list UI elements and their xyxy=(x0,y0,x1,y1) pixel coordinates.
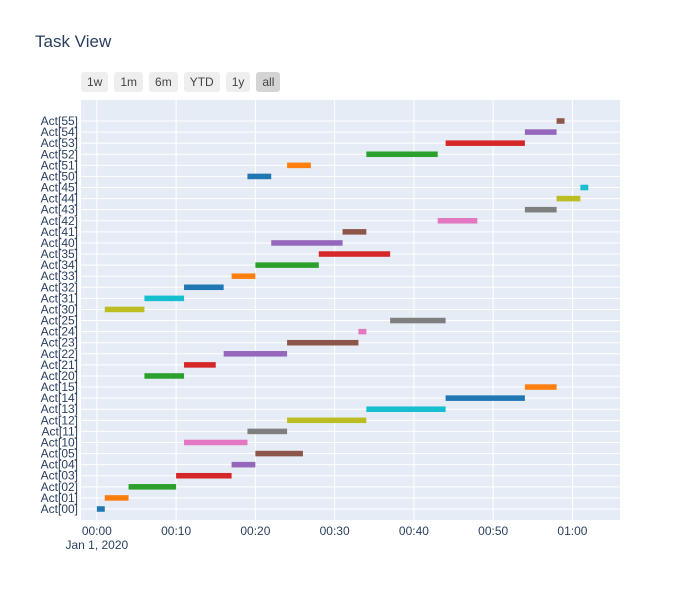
task-bar[interactable] xyxy=(104,306,145,313)
grid xyxy=(81,100,620,520)
y-tick-label: Act[14] xyxy=(41,391,78,405)
task-bar[interactable] xyxy=(128,484,177,490)
task-bar[interactable] xyxy=(184,362,216,368)
task-bar[interactable] xyxy=(390,317,446,324)
task-bar[interactable] xyxy=(445,140,525,146)
x-tick-label: 00:00 xyxy=(82,524,112,538)
task-bar[interactable] xyxy=(176,472,232,479)
y-tick-label: Act[10] xyxy=(41,435,78,449)
task-bar[interactable] xyxy=(556,195,581,202)
task-bar[interactable] xyxy=(247,173,272,180)
task-bar[interactable] xyxy=(366,151,438,158)
task-bar[interactable] xyxy=(184,439,248,446)
task-bar[interactable] xyxy=(287,162,311,169)
y-tick-label: Act[42] xyxy=(41,214,78,228)
task-bar[interactable] xyxy=(255,450,303,457)
task-bar[interactable] xyxy=(358,328,367,335)
y-tick-label: Act[32] xyxy=(41,280,78,294)
y-tick-label: Act[04] xyxy=(41,458,78,472)
y-tick-label: Act[20] xyxy=(41,369,78,383)
task-bar[interactable] xyxy=(342,229,367,235)
task-bar[interactable] xyxy=(255,262,319,268)
task-bar[interactable] xyxy=(287,339,359,346)
task-bar[interactable] xyxy=(556,118,565,124)
y-tick-label: Act[24] xyxy=(41,325,78,339)
task-bar[interactable] xyxy=(318,251,391,257)
x-tick-label: 01:00 xyxy=(557,524,587,538)
y-tick-label: Act[43] xyxy=(41,203,78,217)
task-bar[interactable] xyxy=(271,240,343,246)
y-tick-label: Act[54] xyxy=(41,125,78,139)
task-bar[interactable] xyxy=(580,184,589,191)
x-tick-label: 00:10 xyxy=(161,524,191,538)
y-tick-label: Act[15] xyxy=(41,380,78,394)
y-tick-label: Act[11] xyxy=(42,424,78,438)
range-selector: 1w 1m 6m YTD 1y all xyxy=(81,72,281,92)
y-tick-label: Act[05] xyxy=(41,447,78,461)
y-tick-label: Act[41] xyxy=(41,225,78,239)
task-bar[interactable] xyxy=(184,284,224,291)
task-bar[interactable] xyxy=(524,384,557,390)
task-bar[interactable] xyxy=(445,395,525,401)
task-bar[interactable] xyxy=(437,218,478,224)
x-axis-date-label: Jan 1, 2020 xyxy=(65,538,128,552)
y-tick-label: Act[21] xyxy=(41,358,78,372)
y-tick-label: Act[34] xyxy=(41,258,78,272)
task-bar[interactable] xyxy=(223,351,288,357)
y-tick-label: Act[00] xyxy=(41,502,78,516)
y-tick-label: Act[50] xyxy=(41,169,78,183)
x-tick-label: 00:40 xyxy=(399,524,429,538)
task-bar[interactable] xyxy=(104,495,129,501)
x-tick-label: 00:20 xyxy=(240,524,270,538)
task-bar[interactable] xyxy=(231,273,256,279)
y-tick-label: Act[33] xyxy=(41,269,78,283)
y-tick-label: Act[12] xyxy=(41,413,78,427)
plot-area xyxy=(81,100,620,520)
task-bar[interactable] xyxy=(144,373,185,379)
y-tick-label: Act[45] xyxy=(41,181,78,195)
task-bars xyxy=(96,118,589,512)
range-button-1w[interactable]: 1w xyxy=(81,72,109,92)
task-bar[interactable] xyxy=(247,428,288,435)
range-button-6m[interactable]: 6m xyxy=(149,72,178,92)
y-tick-label: Act[23] xyxy=(41,336,78,350)
y-tick-label: Act[25] xyxy=(41,314,78,328)
task-bar[interactable] xyxy=(366,406,446,412)
range-button-all[interactable]: all xyxy=(256,72,281,92)
x-axis-labels: 00:00 00:10 00:20 00:30 00:40 00:50 01:00 xyxy=(82,524,588,538)
y-tick-label: Act[40] xyxy=(41,236,78,250)
y-tick-label: Act[31] xyxy=(41,291,78,305)
task-bar[interactable] xyxy=(524,206,557,213)
y-tick-label: Act[52] xyxy=(41,147,78,161)
task-bar[interactable] xyxy=(287,417,367,424)
range-button-1y[interactable]: 1y xyxy=(225,72,251,92)
range-button-1m[interactable]: 1m xyxy=(114,72,144,92)
y-tick-label: Act[53] xyxy=(41,136,78,150)
x-tick-label: 00:30 xyxy=(320,524,350,538)
y-tick-label: Act[01] xyxy=(41,491,78,505)
y-tick-label: Act[13] xyxy=(41,402,78,416)
y-tick-label: Act[35] xyxy=(41,247,78,261)
y-tick-label: Act[44] xyxy=(41,192,78,206)
y-tick-label: Act[22] xyxy=(41,347,78,361)
y-tick-label: Act[03] xyxy=(41,469,78,483)
range-button-ytd[interactable]: YTD xyxy=(183,72,220,92)
y-tick-label: Act[51] xyxy=(41,158,78,172)
y-tick-label: Act[55] xyxy=(41,114,78,128)
x-tick-label: 00:50 xyxy=(478,524,508,538)
task-bar[interactable] xyxy=(96,506,105,512)
y-tick-label: Act[02] xyxy=(41,480,78,494)
task-bar[interactable] xyxy=(524,129,557,135)
chart-title: Task View xyxy=(35,32,112,51)
y-axis-labels: Act[00]Act[01]Act[02]Act[03]Act[04]Act[0… xyxy=(41,114,78,516)
task-bar[interactable] xyxy=(144,295,185,302)
y-tick-label: Act[30] xyxy=(41,302,78,316)
task-bar[interactable] xyxy=(231,461,256,468)
